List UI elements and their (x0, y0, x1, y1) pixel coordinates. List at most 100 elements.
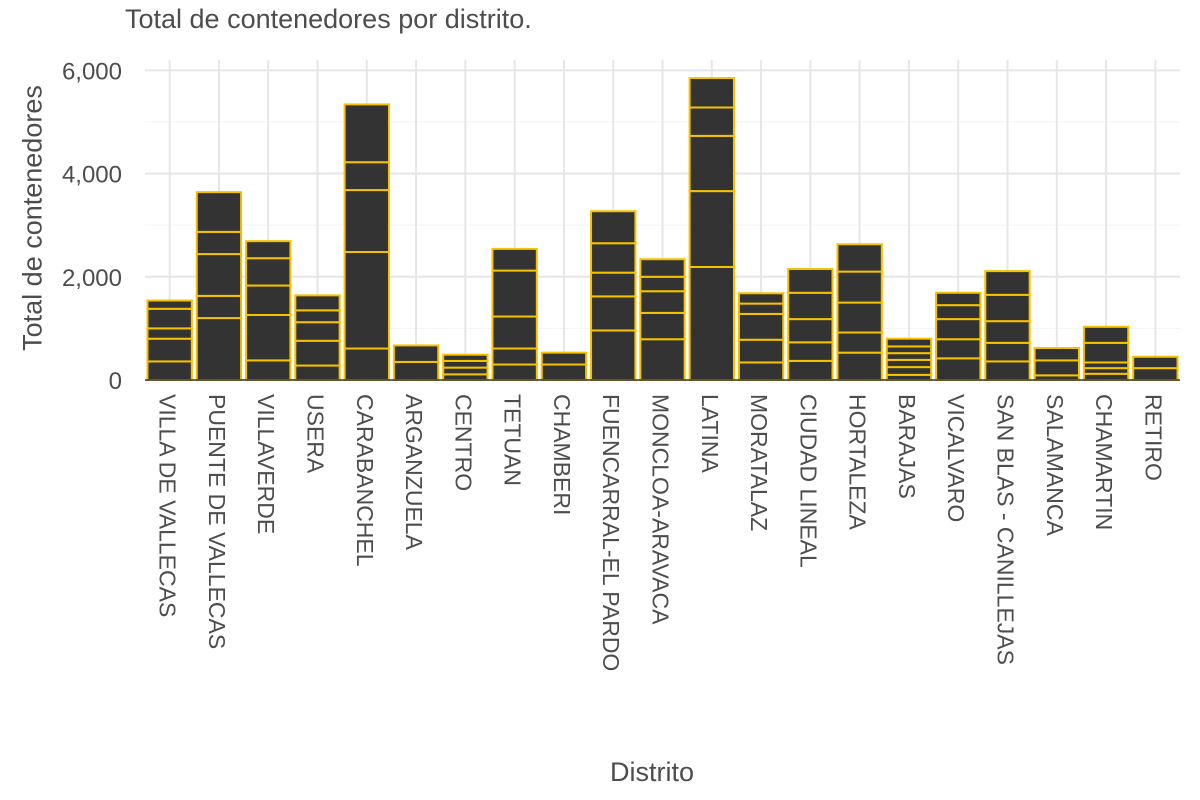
x-tick-label: VICALVARO (943, 394, 969, 522)
bar-segment (688, 77, 735, 109)
x-tick-label: SAN BLAS - CANILLEJAS (993, 394, 1019, 665)
x-tick-label: USERA (303, 394, 329, 474)
bar-segment (195, 191, 243, 233)
bar-segment (590, 295, 637, 332)
x-tick-label: FUENCARRAL-EL PARDO (598, 394, 624, 671)
bar-segment (1132, 355, 1179, 370)
x-axis-title: Distrito (609, 757, 695, 787)
bar-segment (245, 359, 292, 381)
y-tick-label: 2,000 (62, 265, 122, 292)
bar-segment (245, 284, 292, 316)
y-tick-label: 0 (109, 368, 122, 395)
bar-segment (294, 364, 341, 382)
bar-segment (245, 257, 292, 287)
bar-segment (343, 189, 390, 253)
bars (146, 77, 1179, 382)
bar-segment (392, 344, 440, 363)
bar-segment (885, 337, 933, 348)
bar-segment (885, 358, 933, 369)
bar-segment (343, 347, 390, 382)
bar-segment (146, 360, 193, 381)
bar-segment (688, 265, 735, 381)
bar-segment (442, 359, 489, 369)
x-tick-label: CHAMARTIN (1091, 394, 1117, 530)
bar-segment (195, 317, 243, 381)
bar-segment (639, 290, 686, 314)
bar-segment (787, 291, 834, 321)
bar-segment (737, 302, 785, 315)
bar-segment (836, 270, 883, 304)
bar-segment (392, 360, 440, 382)
bar-segment (984, 320, 1031, 344)
bar-segment (984, 293, 1031, 323)
bar-segment (639, 275, 686, 293)
bar-segment (1033, 359, 1080, 377)
bar-segment (836, 243, 883, 273)
bar-segment (540, 363, 588, 382)
bar-segment (737, 292, 785, 305)
bar-segment (787, 268, 834, 294)
bar-segment (935, 291, 982, 307)
y-tick-label: 4,000 (62, 162, 122, 189)
bar-segment (442, 353, 489, 362)
axes: 0 2,000 4,000 6,000 VILLA DE VALLECAS PUENTE … (62, 58, 1180, 671)
x-tick-label: MORATALAZ (746, 394, 772, 531)
bar-segment (1082, 325, 1130, 344)
x-tick-label: CHAMBERI (549, 394, 575, 515)
bar-segment (935, 304, 982, 321)
bar-segment (245, 240, 292, 260)
bar-segment (737, 338, 785, 364)
bar-segment (688, 106, 735, 137)
x-tick-label: CENTRO (450, 394, 476, 491)
x-tick-label: VILLAVERDE (253, 394, 279, 534)
bar-segment (590, 271, 637, 298)
bar-segment (787, 341, 834, 362)
x-tick-label: CARABANCHEL (352, 394, 378, 567)
bar-segment (639, 338, 686, 381)
bar-segment (195, 294, 243, 320)
bar-segment (885, 366, 933, 376)
bar-segment (1132, 367, 1179, 381)
bar-segment (442, 366, 489, 376)
bar-segment (836, 331, 883, 354)
bar-segment (491, 269, 538, 318)
bar-segment (195, 253, 243, 297)
bar-segment (294, 294, 341, 312)
x-tick-label: ARGANZUELA (401, 394, 427, 551)
bar-segment (146, 337, 193, 363)
y-tick-label: 6,000 (62, 58, 122, 85)
x-tick-label: BARAJAS (894, 394, 920, 499)
bar-segment (639, 311, 686, 341)
bar-segment (245, 313, 292, 362)
bar-segment (195, 230, 243, 256)
bar-segment (590, 210, 637, 245)
bar-segment (787, 318, 834, 344)
bar-segment (737, 361, 785, 381)
bar-segment (540, 351, 588, 366)
x-tick-label: CIUDAD LINEAL (795, 394, 821, 568)
bar-segment (984, 360, 1031, 381)
bar-segment (1033, 347, 1080, 362)
bar-segment (343, 103, 390, 164)
bar-segment (146, 307, 193, 330)
bar-segment (294, 339, 341, 367)
bar-segment (491, 347, 538, 366)
x-tick-label: SALAMANCA (1042, 394, 1068, 537)
bar-segment (885, 345, 933, 355)
bar-segment (343, 251, 390, 350)
bar-segment (984, 341, 1031, 363)
x-tick-label: HORTALEZA (845, 394, 871, 531)
bar-segment (984, 270, 1031, 296)
bar-segment (294, 321, 341, 342)
x-tick-label: PUENTE DE VALLECAS (204, 394, 230, 649)
bar-segment (688, 190, 735, 268)
bar-segment (146, 327, 193, 340)
bar-segment (294, 309, 341, 324)
bar-segment (639, 258, 686, 278)
x-tick-label: LATINA (697, 394, 723, 473)
bar-segment (491, 363, 538, 382)
chart-title: Total de contenedores por distrito. (125, 4, 532, 34)
bar-segment (590, 329, 637, 381)
bar-segment (787, 359, 834, 382)
